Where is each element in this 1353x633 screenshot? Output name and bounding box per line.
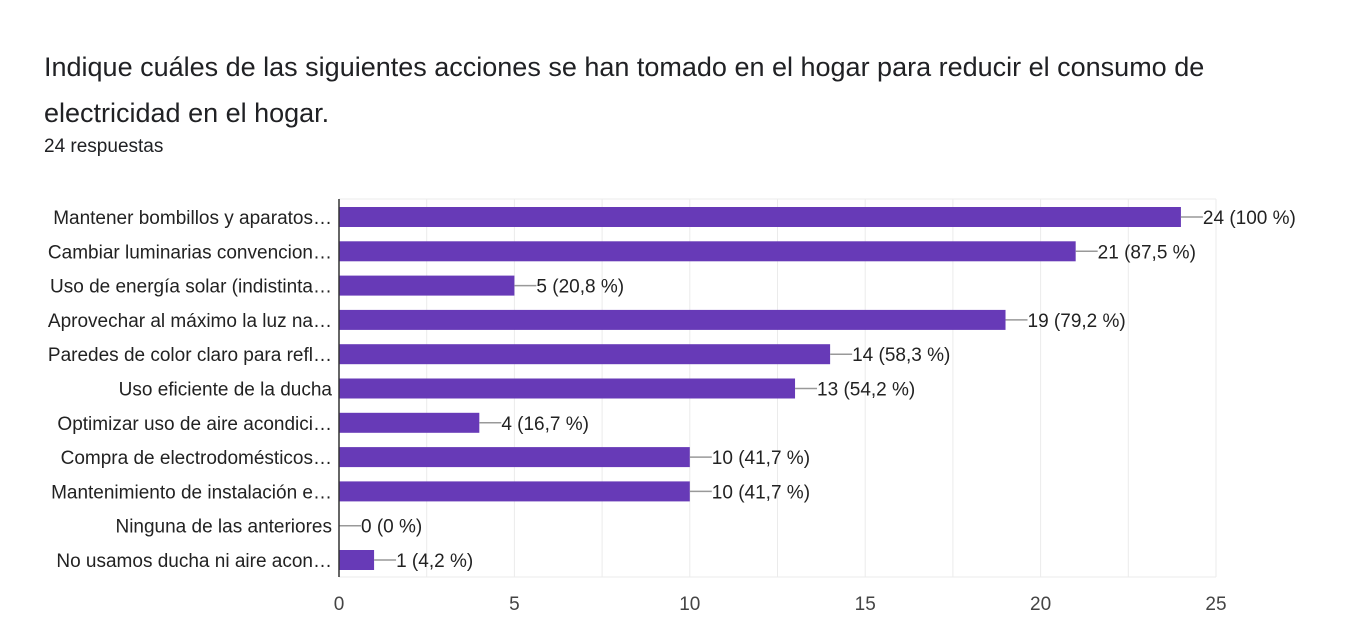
- x-tick-label: 0: [334, 594, 345, 615]
- bar: [339, 550, 375, 570]
- bar: [339, 309, 1006, 330]
- data-label: 1 (4,2 %): [396, 551, 473, 572]
- x-tick-label: 25: [1205, 594, 1226, 615]
- category-label: Paredes de color claro para refl…: [48, 345, 332, 366]
- bar: [339, 447, 690, 468]
- data-label: 4 (16,7 %): [501, 414, 589, 435]
- bar: [339, 481, 690, 502]
- bar: [339, 207, 1181, 227]
- category-label: No usamos ducha ni aire acon…: [56, 551, 332, 572]
- bar: [339, 344, 831, 365]
- category-label: Optimizar uso de aire acondici…: [57, 414, 332, 435]
- data-label: 19 (79,2 %): [1028, 311, 1126, 332]
- category-label: Mantener bombillos y aparatos…: [53, 208, 332, 229]
- category-label: Mantenimiento de instalación e…: [51, 482, 332, 503]
- response-count: 24 respuestas: [44, 136, 164, 157]
- x-tick-label: 5: [509, 594, 520, 615]
- bar: [339, 241, 1076, 262]
- data-label: 14 (58,3 %): [852, 345, 950, 366]
- category-label: Ninguna de las anteriores: [115, 517, 332, 538]
- question-title: Indique cuáles de las siguientes accione…: [44, 52, 1205, 128]
- x-tick-label: 15: [855, 594, 876, 615]
- data-label: 10 (41,7 %): [712, 448, 810, 469]
- data-label: 21 (87,5 %): [1098, 242, 1196, 263]
- category-label: Uso de energía solar (indistinta…: [50, 277, 332, 298]
- x-tick-label: 20: [1030, 594, 1051, 615]
- bar: [339, 378, 796, 399]
- category-label: Cambiar luminarias convencion…: [48, 242, 332, 263]
- data-label: 5 (20,8 %): [536, 277, 624, 298]
- bar: [339, 412, 480, 433]
- data-label: 10 (41,7 %): [712, 482, 810, 503]
- category-label: Compra de electrodomésticos…: [61, 448, 332, 469]
- data-label: 24 (100 %): [1203, 208, 1296, 229]
- x-tick-label: 10: [679, 594, 700, 615]
- category-label: Uso eficiente de la ducha: [119, 380, 333, 401]
- data-label: 13 (54,2 %): [817, 380, 915, 401]
- category-label: Aprovechar al máximo la luz na…: [48, 311, 332, 332]
- bar: [339, 275, 515, 296]
- data-label: 0 (0 %): [361, 517, 422, 538]
